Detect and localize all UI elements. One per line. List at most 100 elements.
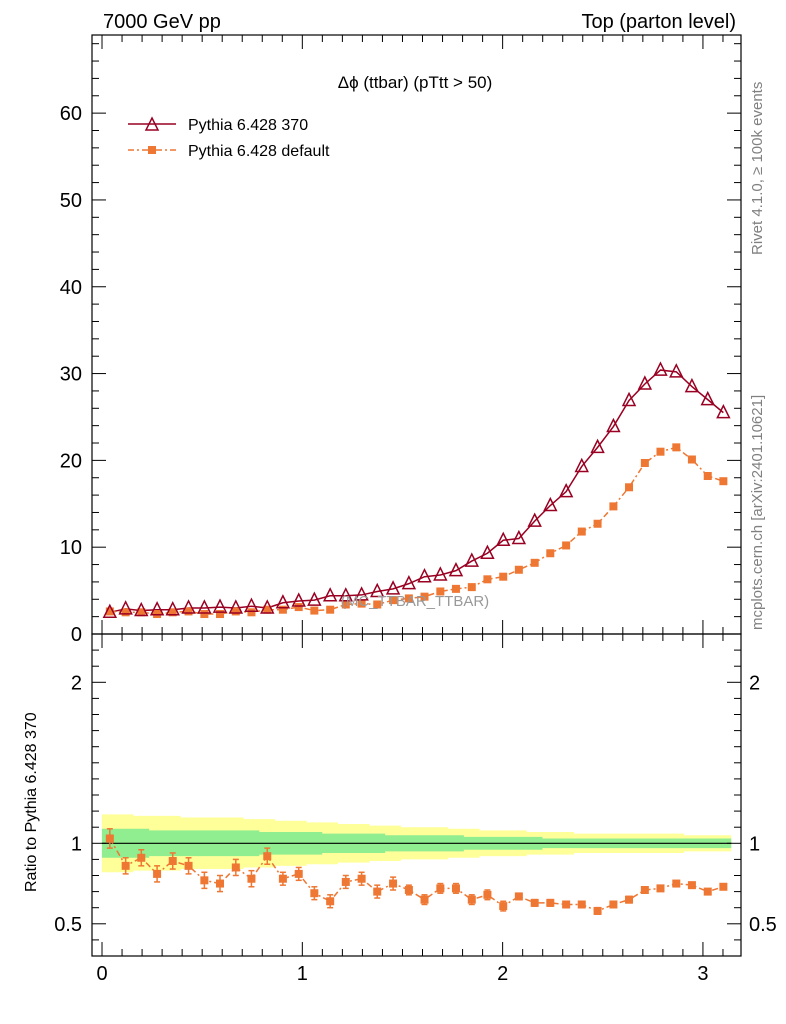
marker-pythia-default — [121, 608, 130, 617]
marker-pythia-370 — [464, 552, 479, 567]
ratio-y-tick-label: 2 — [71, 672, 82, 694]
marker-pythia-default — [168, 608, 177, 617]
marker-pythia-default — [656, 447, 665, 456]
marker-pythia-370 — [417, 568, 432, 583]
marker-pythia-default — [625, 483, 634, 492]
ratio-marker — [483, 890, 492, 899]
ratio-y-tick-label: 1 — [71, 833, 82, 855]
marker-pythia-default — [231, 607, 240, 616]
marker-pythia-370 — [606, 417, 621, 433]
marker-pythia-370 — [307, 591, 322, 606]
marker-pythia-default — [451, 584, 460, 593]
legend-marker-series-2 — [148, 146, 156, 154]
y-tick-label: 40 — [60, 277, 82, 299]
ratio-marker — [546, 898, 555, 907]
marker-pythia-default — [672, 443, 681, 452]
ratio-marker — [215, 879, 224, 888]
y-tick-label: 30 — [60, 364, 82, 386]
marker-pythia-default — [389, 596, 398, 605]
legend-label-series-1: Pythia 6.428 370 — [188, 117, 308, 134]
marker-pythia-default — [373, 600, 382, 609]
ratio-y-tick-label-right: 2 — [749, 672, 760, 694]
ratio-frame — [91, 633, 742, 957]
y-tick-label: 20 — [60, 450, 82, 472]
y-tick-label: 10 — [60, 537, 82, 559]
ratio-marker — [467, 895, 476, 904]
marker-pythia-default — [687, 455, 696, 464]
y-tick-label: 50 — [60, 190, 82, 212]
marker-pythia-370 — [181, 599, 196, 614]
marker-pythia-default — [530, 558, 539, 567]
marker-pythia-default — [278, 605, 287, 614]
ratio-marker — [719, 882, 728, 891]
ratio-series-line — [109, 838, 724, 912]
marker-pythia-370 — [149, 601, 165, 616]
marker-pythia-default — [341, 600, 350, 609]
ratio-marker — [514, 892, 523, 901]
header-left: 7000 GeV pp — [103, 11, 221, 33]
rivet-label: Rivet 4.1.0, ≥ 100k events — [749, 82, 766, 255]
marker-pythia-default — [436, 587, 445, 596]
marker-pythia-370 — [511, 529, 527, 545]
marker-pythia-default — [593, 519, 602, 528]
ratio-marker — [577, 900, 586, 909]
marker-pythia-default — [420, 592, 429, 601]
ratio-marker — [231, 863, 240, 872]
legend-label-series-2: Pythia 6.428 default — [188, 143, 330, 160]
series-line-pythia-default — [109, 446, 724, 615]
marker-pythia-370 — [401, 574, 417, 590]
ratio-marker — [404, 885, 413, 894]
ratio-marker — [184, 861, 193, 870]
marker-pythia-370 — [574, 457, 589, 473]
chart-title: Δϕ (ttbar) (pTtt > 50) — [338, 73, 493, 92]
marker-pythia-370 — [527, 512, 542, 527]
marker-pythia-default — [294, 603, 303, 612]
marker-pythia-370 — [385, 580, 401, 595]
ratio-marker — [310, 889, 319, 898]
ratio-marker — [609, 900, 618, 909]
marker-pythia-370 — [684, 377, 700, 393]
ratio-marker — [137, 853, 146, 862]
marker-pythia-370 — [134, 601, 149, 617]
legend-marker-series-1 — [144, 116, 160, 131]
marker-pythia-370 — [322, 587, 338, 602]
marker-pythia-default — [546, 549, 555, 558]
marker-pythia-default — [609, 502, 618, 511]
marker-pythia-default — [200, 610, 209, 619]
marker-pythia-370 — [228, 599, 244, 614]
marker-pythia-default — [562, 541, 571, 550]
ratio-y-tick-label-right: 0.5 — [749, 914, 777, 936]
ratio-ylabel: Ratio to Pythia 6.428 370 — [23, 712, 40, 892]
x-tick-label: 2 — [497, 963, 508, 985]
marker-pythia-default — [577, 527, 586, 536]
series-line-pythia-370 — [109, 369, 724, 614]
marker-pythia-370 — [244, 597, 259, 612]
marker-pythia-default — [215, 610, 224, 619]
marker-pythia-370 — [370, 582, 385, 598]
marker-pythia-370 — [433, 566, 448, 581]
marker-pythia-370 — [291, 592, 306, 607]
marker-pythia-370 — [275, 594, 291, 609]
x-tick-label: 3 — [697, 963, 708, 985]
ratio-marker — [420, 895, 429, 904]
marker-pythia-370 — [637, 375, 653, 390]
marker-pythia-default — [137, 608, 146, 617]
marker-pythia-default — [719, 477, 728, 486]
marker-pythia-370 — [197, 599, 212, 614]
marker-pythia-370 — [212, 598, 228, 613]
header-right: Top (parton level) — [581, 11, 736, 33]
marker-pythia-370 — [496, 531, 511, 546]
marker-pythia-370 — [558, 482, 574, 498]
marker-pythia-default — [483, 575, 492, 584]
ratio-marker — [357, 874, 366, 883]
marker-pythia-default — [467, 583, 476, 592]
ratio-marker — [640, 885, 649, 894]
legend: Pythia 6.428 370 Pythia 6.428 default — [128, 116, 330, 160]
ratio-marker — [451, 884, 460, 893]
marker-pythia-370 — [354, 586, 369, 601]
marker-pythia-370 — [700, 390, 715, 406]
ratio-marker — [341, 877, 350, 886]
ratio-marker — [326, 897, 335, 906]
x-tick-label: 1 — [297, 963, 308, 985]
